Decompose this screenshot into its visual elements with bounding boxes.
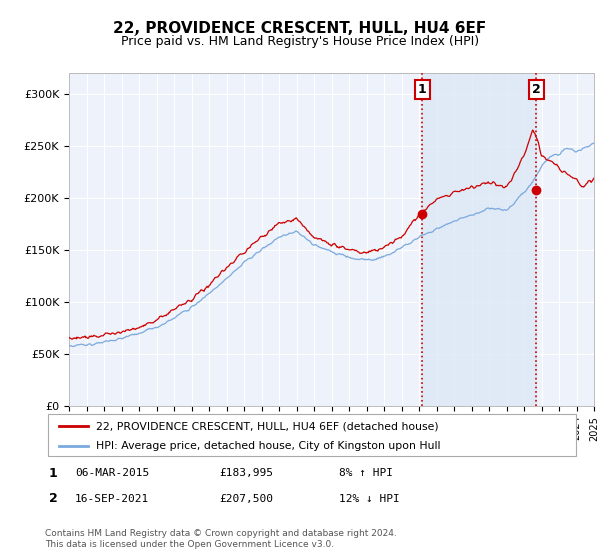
Text: 2: 2 [49, 492, 58, 505]
Text: £183,995: £183,995 [219, 469, 273, 478]
Text: 22, PROVIDENCE CRESCENT, HULL, HU4 6EF: 22, PROVIDENCE CRESCENT, HULL, HU4 6EF [113, 21, 487, 36]
Text: Price paid vs. HM Land Registry's House Price Index (HPI): Price paid vs. HM Land Registry's House … [121, 35, 479, 48]
FancyBboxPatch shape [48, 414, 576, 456]
Text: 8% ↑ HPI: 8% ↑ HPI [339, 469, 393, 478]
Bar [422, 73, 536, 406]
Text: 1: 1 [49, 467, 58, 480]
Text: Contains HM Land Registry data © Crown copyright and database right 2024.
This d: Contains HM Land Registry data © Crown c… [45, 529, 397, 549]
Text: HPI: Average price, detached house, City of Kingston upon Hull: HPI: Average price, detached house, City… [95, 441, 440, 451]
Text: 2: 2 [532, 83, 541, 96]
Text: 12% ↓ HPI: 12% ↓ HPI [339, 494, 400, 503]
Text: £207,500: £207,500 [219, 494, 273, 503]
Text: 1: 1 [418, 83, 427, 96]
Text: 16-SEP-2021: 16-SEP-2021 [75, 494, 149, 503]
Text: 06-MAR-2015: 06-MAR-2015 [75, 469, 149, 478]
Text: 22, PROVIDENCE CRESCENT, HULL, HU4 6EF (detached house): 22, PROVIDENCE CRESCENT, HULL, HU4 6EF (… [95, 421, 438, 431]
